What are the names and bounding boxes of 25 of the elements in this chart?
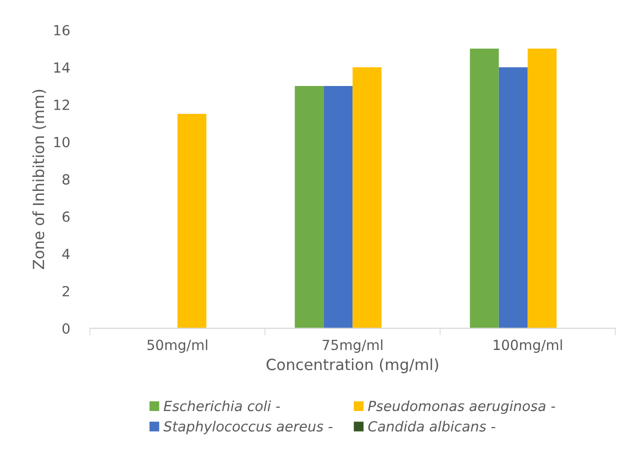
bar	[324, 86, 353, 328]
y-tick-label: 16	[54, 24, 70, 36]
bar	[498, 67, 528, 328]
legend-label: Escherichia coli -	[164, 400, 280, 412]
y-tick-label: 10	[54, 136, 70, 148]
bar	[352, 67, 382, 328]
y-tick-label: 4	[62, 248, 70, 260]
bar	[177, 114, 206, 328]
y-tick-label: 2	[62, 286, 70, 296]
legend-label: Pseudomonas aeruginosa -	[368, 400, 556, 414]
y-axis-title: Zone of Inhibition (mm)	[32, 90, 46, 270]
bar	[294, 86, 324, 328]
x-tick-label: 75mg/ml	[322, 339, 382, 353]
y-tick-label: 0	[62, 323, 70, 334]
legend-label: Candida albicans -	[368, 420, 496, 432]
y-tick-label: 14	[54, 62, 70, 73]
bar	[470, 48, 499, 328]
bar	[528, 48, 557, 328]
y-tick-label: 12	[54, 100, 70, 110]
y-tick-label: 6	[62, 211, 70, 222]
y-tick-label: 8	[62, 174, 70, 185]
x-tick-label: 100mg/ml	[494, 339, 562, 353]
legend-label: Staphylococcus aereus -	[163, 420, 332, 434]
x-tick-label: 50mg/ml	[147, 339, 208, 353]
x-axis-title: Concentration (mg/ml)	[266, 358, 438, 374]
